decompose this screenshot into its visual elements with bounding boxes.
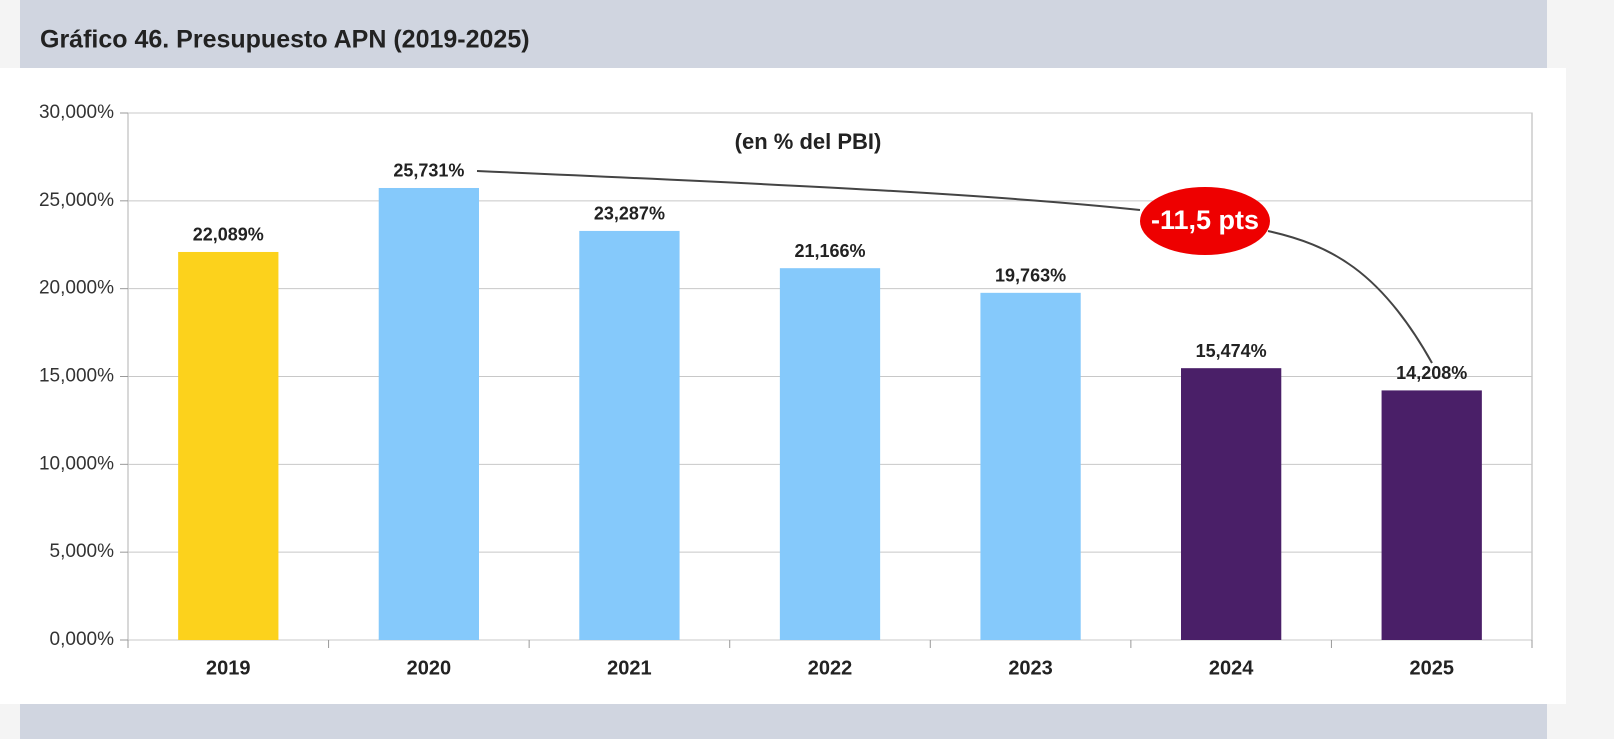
x-tick-label: 2023 <box>1008 657 1053 679</box>
annotation-text: -11,5 pts <box>1151 205 1259 235</box>
x-tick-label: 2024 <box>1209 657 1254 679</box>
footer-band <box>20 704 1547 739</box>
y-tick-label: 5,000% <box>50 541 115 562</box>
chart-title: Gráfico 46. Presupuesto APN (2019-2025) <box>40 26 530 54</box>
bar <box>178 251 279 640</box>
x-tick-label: 2022 <box>808 657 853 679</box>
annotation-badge <box>1140 187 1270 255</box>
bar <box>1181 368 1282 640</box>
y-tick-label: 0,000% <box>50 629 115 650</box>
y-tick-label: 30,000% <box>39 102 114 123</box>
x-tick-label: 2025 <box>1409 657 1454 679</box>
x-tick-label: 2021 <box>607 657 652 679</box>
bar <box>579 230 680 640</box>
y-tick-label: 15,000% <box>39 366 114 387</box>
y-tick-label: 25,000% <box>39 190 114 211</box>
value-label: 25,731% <box>393 161 464 181</box>
x-tick-label: 2019 <box>206 657 251 679</box>
bar <box>378 187 479 640</box>
y-tick-label: 20,000% <box>39 278 114 299</box>
plot: 0,000% 5,000% 10,000% 15,000% 20,000% 25,000%… <box>39 102 1533 679</box>
header-band <box>20 0 1547 68</box>
chart-subtitle: (en % del PBI) <box>735 129 882 154</box>
value-label: 19,763% <box>995 266 1066 286</box>
value-label: 14,208% <box>1396 363 1467 383</box>
value-label: 15,474% <box>1196 341 1267 361</box>
bar <box>779 268 881 640</box>
bar <box>1381 390 1482 640</box>
y-tick-label: 10,000% <box>39 453 114 474</box>
bar <box>980 292 1081 640</box>
value-label: 23,287% <box>594 204 665 224</box>
value-label: 21,166% <box>794 241 865 261</box>
x-tick-label: 2020 <box>407 657 452 679</box>
annotation-connector <box>476 170 1433 364</box>
value-label: 22,089% <box>193 225 264 245</box>
